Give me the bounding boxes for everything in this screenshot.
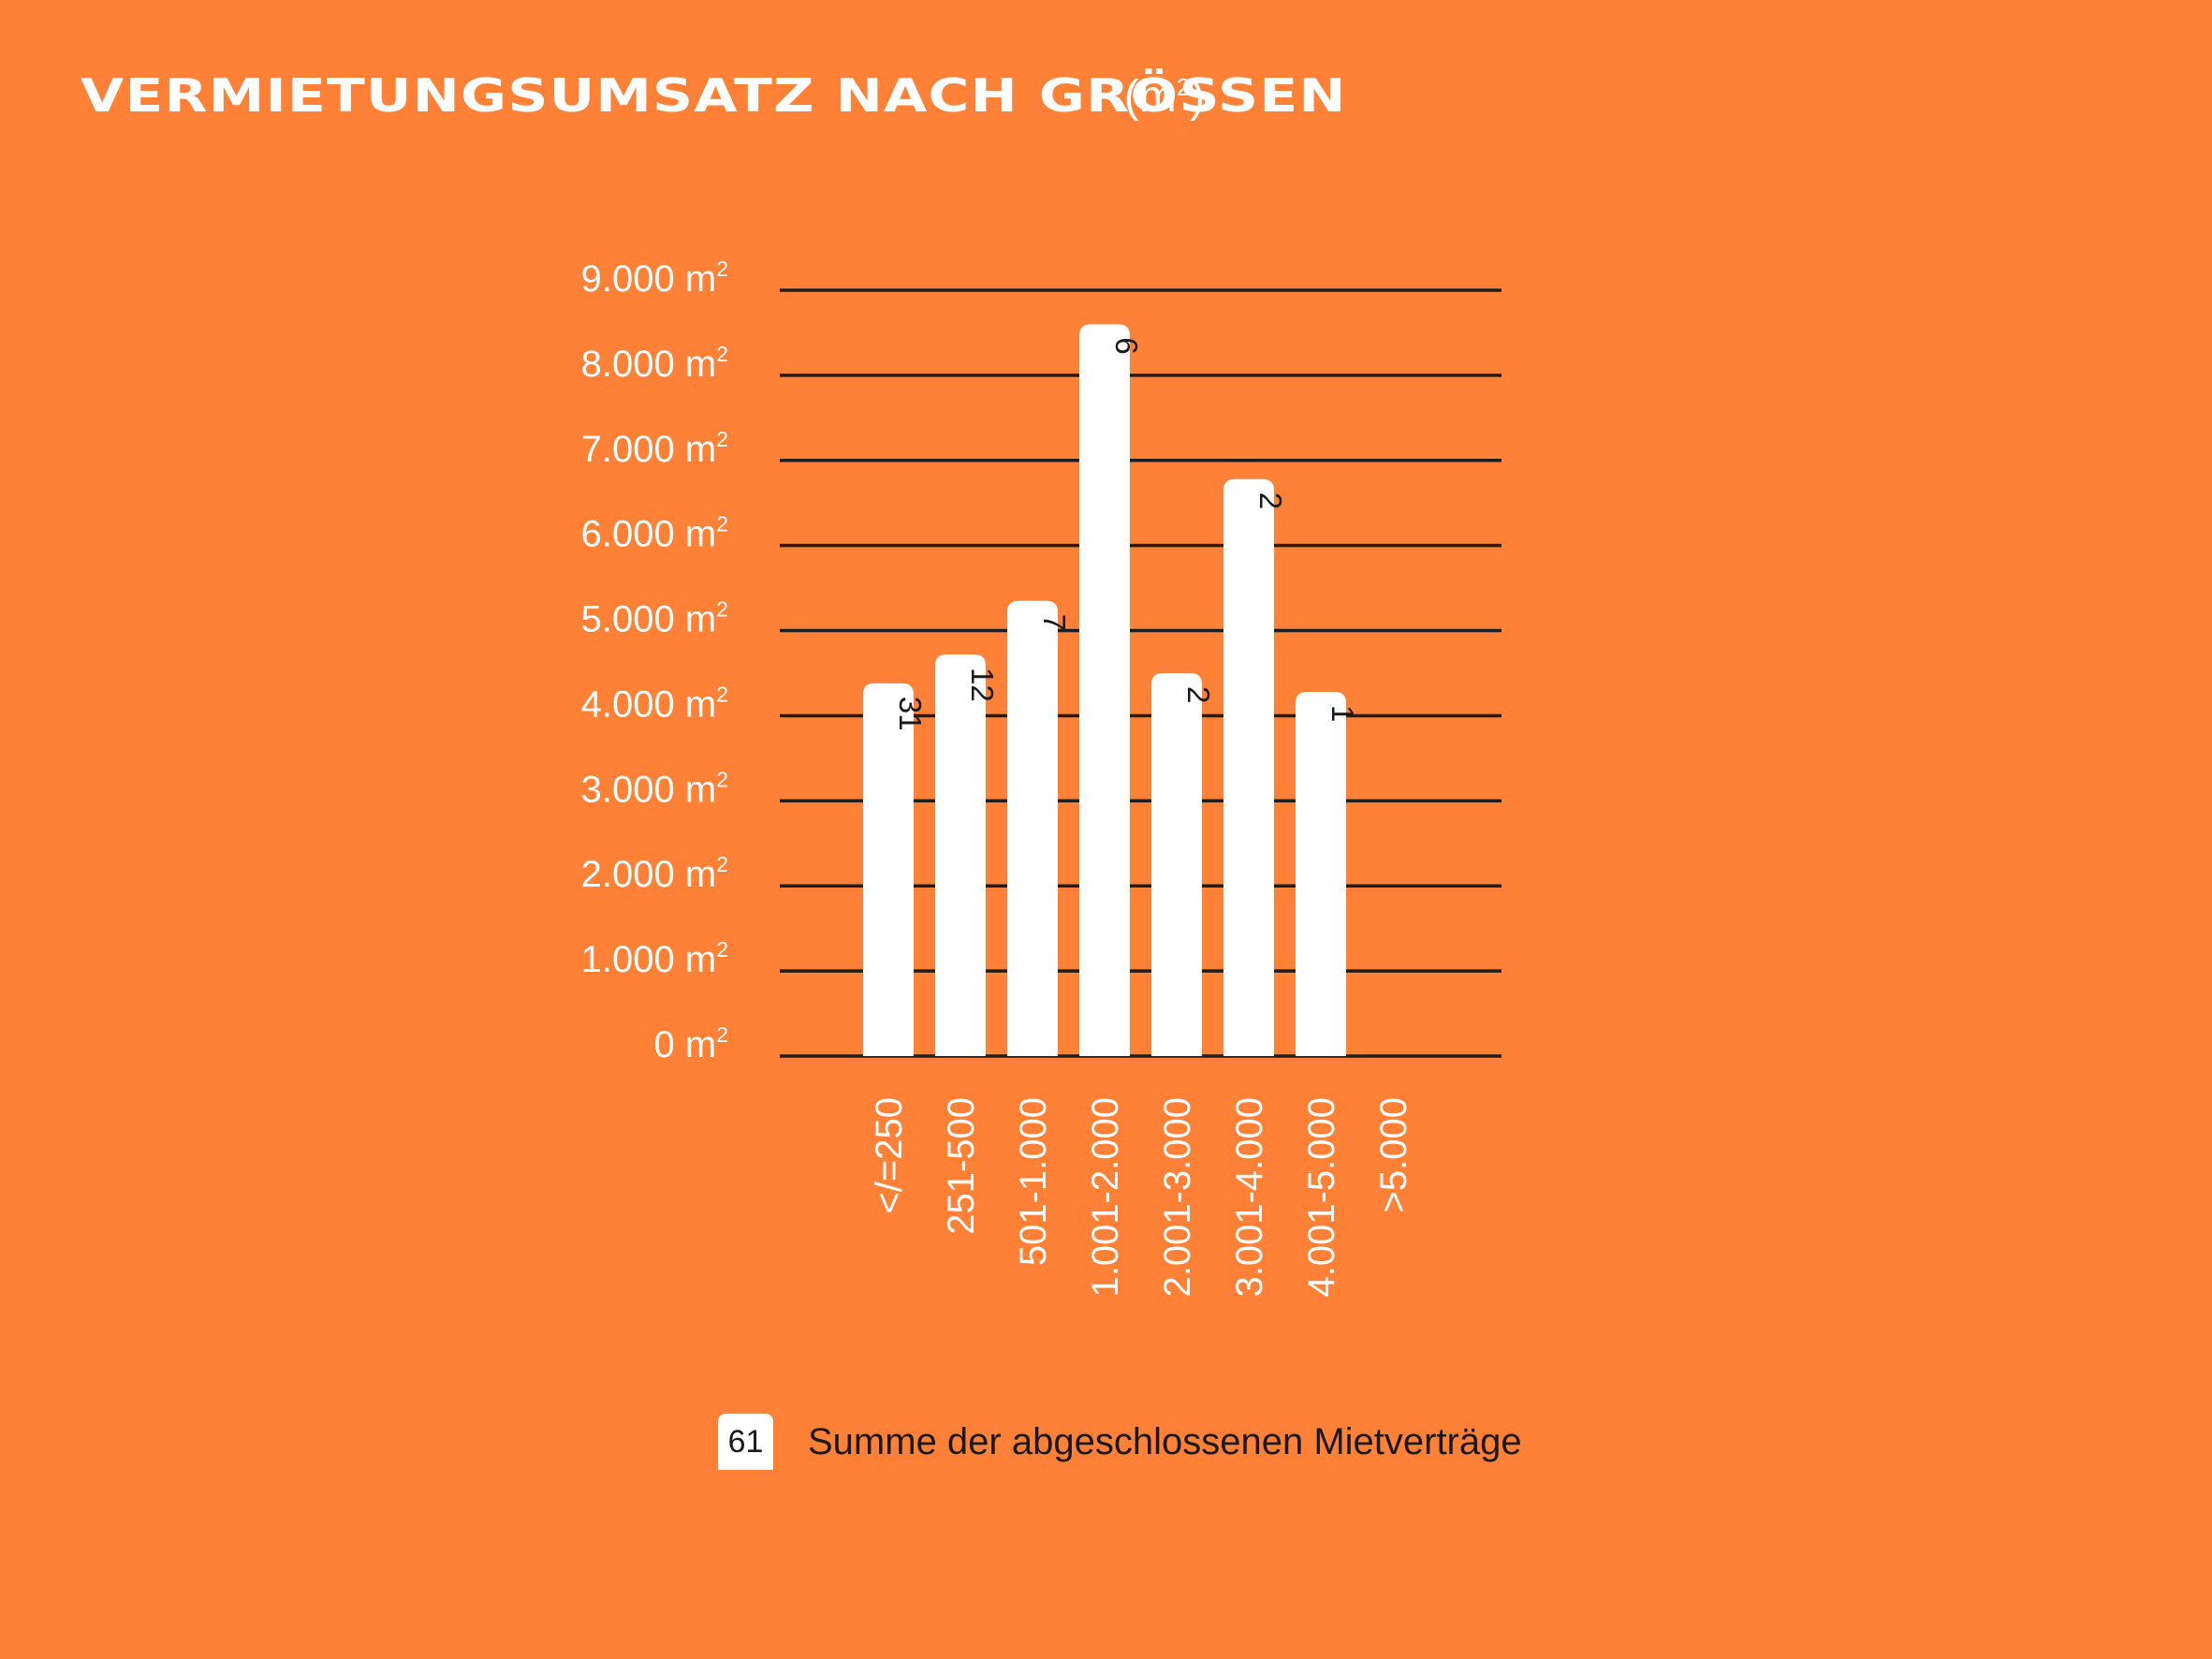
y-tick-label: 9.000 m2 [581,257,728,300]
y-tick-label: 1.000 m2 [581,937,728,980]
y-tick-label-text: 5.000 m [581,599,717,640]
y-tick-label-text: 9.000 m [581,258,717,300]
chart-title-unit-suffix: ) [1190,72,1206,122]
x-tick-label: </=250 [869,1097,910,1214]
chart-title-unit-superscript: 2 [1176,73,1191,101]
y-tick-label-text: 7.000 m [581,429,717,470]
x-tick-label: 501-1.000 [1013,1097,1054,1266]
bar-data-label: 6 [1109,337,1144,354]
y-axis-tick-labels: 0 m21.000 m22.000 m23.000 m24.000 m25.00… [581,257,728,1065]
bar [1079,324,1130,1056]
x-tick-label: 1.001-2.000 [1085,1097,1126,1298]
y-tick-label-text: 0 m [654,1024,717,1065]
bar [1007,600,1058,1056]
y-tick-label-superscript: 2 [716,852,728,876]
y-tick-label-superscript: 2 [716,342,728,366]
y-tick-label: 2.000 m2 [581,852,728,895]
bar-data-label: 2 [1253,492,1288,509]
legend-label: Summe der abgeschlossenen Mietverträge [808,1421,1522,1462]
y-tick-label-text: 3.000 m [581,769,717,810]
bar [1151,673,1202,1056]
y-tick-label-text: 1.000 m [581,939,717,980]
y-tick-label-superscript: 2 [716,597,728,622]
legend-count-box: 61 [718,1414,773,1470]
y-tick-label: 6.000 m2 [581,512,728,555]
bar [863,683,914,1056]
y-tick-label-superscript: 2 [716,937,728,962]
y-tick-label-text: 2.000 m [581,854,717,895]
bar-data-label: 12 [965,668,1000,702]
y-tick-label: 5.000 m2 [581,597,728,640]
bar-data-label: 2 [1181,686,1216,703]
bar [1223,478,1274,1057]
chart-title-unit-prefix: (m [1123,72,1177,122]
y-tick-label: 3.000 m2 [581,767,728,810]
y-tick-label-text: 6.000 m [581,514,717,555]
bar-data-label: 31 [893,697,928,731]
y-tick-label-superscript: 2 [716,257,728,281]
y-tick-label: 4.000 m2 [581,682,728,725]
chart-title-unit: (m2) [1124,72,1205,122]
y-tick-label-superscript: 2 [716,1022,728,1047]
x-tick-label: 4.001-5.000 [1301,1097,1342,1298]
y-tick-label-superscript: 2 [716,767,728,791]
y-tick-label: 8.000 m2 [581,342,728,385]
y-tick-label-text: 4.000 m [581,683,717,725]
bar-data-label: 1 [1326,705,1360,722]
x-tick-label: 3.001-4.000 [1229,1097,1270,1298]
x-tick-label: >5.000 [1373,1097,1414,1212]
x-tick-label: 2.001-3.000 [1157,1097,1198,1298]
bar [935,654,986,1056]
y-tick-label-superscript: 2 [716,512,728,536]
chart-title: VERMIETUNGSUMSATZ NACH GRÖSSEN(m2) [81,64,1345,129]
y-tick-label-superscript: 2 [716,682,728,706]
y-tick-label: 7.000 m2 [581,427,728,470]
x-axis-tick-labels: </=250 251-500 501-1.000 1.001-2.000 2.001-3… [869,1097,1414,1298]
x-tick-label: 251-500 [941,1097,982,1235]
bar [1296,691,1346,1056]
bars: 31 12 7 6 2 2 1 [863,324,1360,1057]
bar-data-label: 7 [1037,614,1072,631]
y-tick-label: 0 m2 [654,1022,728,1065]
y-tick-label-superscript: 2 [716,427,728,451]
chart-title-main: VERMIETUNGSUMSATZ NACH GRÖSSEN [81,69,1347,123]
y-tick-label-text: 8.000 m [581,344,717,385]
